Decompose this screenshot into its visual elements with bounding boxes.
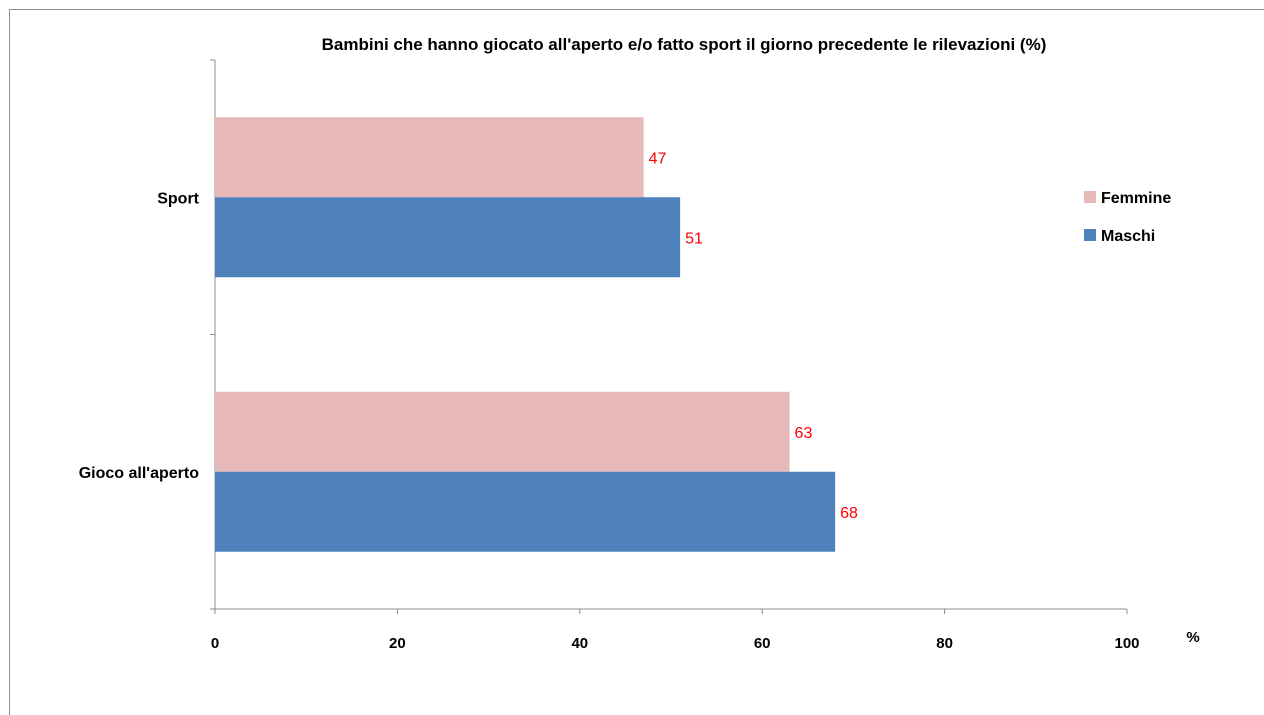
x-tick-label: 80	[936, 635, 953, 652]
legend-label-femmine: Femmine	[1101, 190, 1171, 207]
chart-labels: Sport 47 51 Gioco all'aperto 63 68	[79, 150, 858, 522]
data-label: 63	[795, 425, 813, 442]
x-axis-label: %	[1186, 629, 1199, 646]
legend-swatch-femmine	[1084, 191, 1096, 203]
data-label: 68	[840, 505, 858, 522]
data-label: 51	[685, 230, 703, 247]
x-tick-label: 40	[571, 635, 588, 652]
chart-bars	[215, 117, 836, 552]
bar-maschi	[215, 197, 681, 278]
x-tick-label: 100	[1114, 635, 1139, 652]
bar-maschi	[215, 471, 836, 552]
x-tick-label: 60	[754, 635, 771, 652]
data-label: 47	[649, 150, 667, 167]
bar-femmine	[215, 117, 644, 198]
category-label: Gioco all'aperto	[79, 465, 200, 482]
bar-femmine	[215, 391, 790, 472]
x-tick-label: 0	[211, 635, 219, 652]
category-label: Sport	[157, 190, 199, 207]
x-tick-label: 20	[389, 635, 406, 652]
legend-label-maschi: Maschi	[1101, 228, 1155, 245]
chart-title: Bambini che hanno giocato all'aperto e/o…	[322, 35, 1047, 54]
legend: Femmine Maschi	[1084, 190, 1171, 245]
legend-swatch-maschi	[1084, 229, 1096, 241]
